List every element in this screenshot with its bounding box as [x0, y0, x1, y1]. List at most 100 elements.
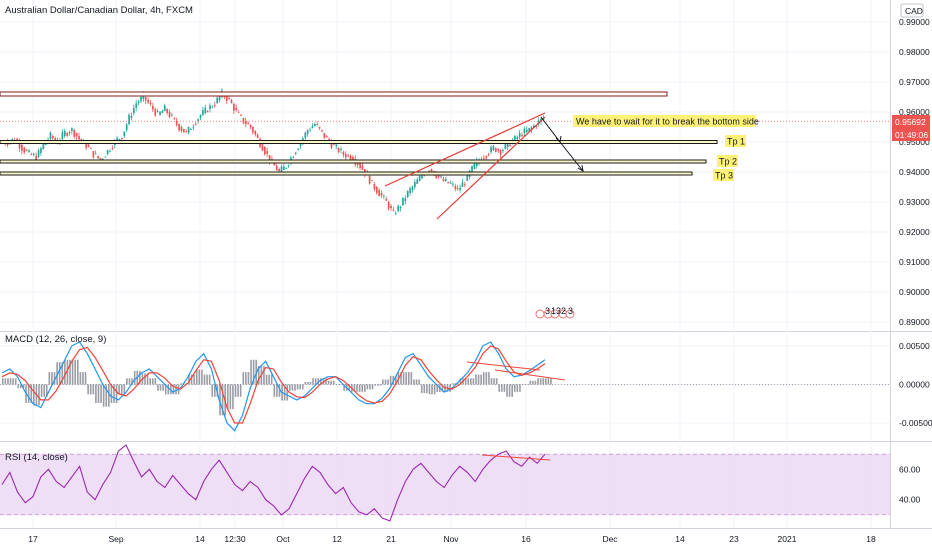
- macd-histogram-bar: [511, 384, 513, 397]
- macd-histogram-bar: [108, 384, 110, 407]
- candle-body: [485, 156, 488, 158]
- tp1-label: Tp 1: [727, 137, 745, 147]
- macd-histogram-bar: [467, 378, 470, 385]
- candle-body: [109, 150, 111, 152]
- candle-body: [218, 96, 221, 100]
- candle-body: [309, 129, 311, 131]
- time-tick-label: 12:30: [224, 534, 246, 544]
- candle-body: [421, 175, 423, 178]
- candle-body: [344, 154, 347, 158]
- candle-body: [383, 195, 385, 197]
- macd-histogram-bar: [226, 384, 229, 410]
- macd-histogram-bar: [71, 359, 74, 385]
- candle-body: [516, 136, 519, 139]
- candle-body: [440, 176, 442, 178]
- wedge-upper-line: [384, 112, 546, 187]
- candle-body: [37, 150, 40, 157]
- time-tick-label: Sep: [108, 534, 123, 544]
- macd-histogram-bar: [154, 378, 157, 385]
- time-tick-label: 18: [866, 534, 876, 544]
- macd-histogram-bar: [495, 378, 498, 385]
- candle-body: [456, 188, 459, 189]
- candle-body: [183, 129, 185, 133]
- macd-histogram-bar: [120, 384, 123, 395]
- currency-badge-bg[interactable]: [900, 3, 924, 18]
- macd-histogram-bar: [529, 380, 532, 385]
- macd-histogram-bar: [508, 384, 511, 397]
- macd-histogram-bar: [144, 373, 146, 385]
- macd-histogram-bar: [506, 384, 508, 397]
- price-axis-labels: 0.99000 0.98000 0.97000 0.96000 0.95000 0.940…: [899, 17, 932, 505]
- macd-histogram-bar: [420, 384, 423, 394]
- candle-body: [525, 129, 528, 132]
- candle-body: [154, 109, 157, 116]
- candle-body: [149, 103, 152, 105]
- countdown-tag: 01:49:06: [895, 130, 928, 140]
- macd-histogram-bar: [263, 365, 265, 385]
- candle-body: [161, 110, 164, 113]
- candle-body: [125, 124, 128, 130]
- candle-body: [483, 158, 485, 159]
- macd-histogram-bar: [43, 384, 45, 397]
- macd-histogram-bar: [470, 378, 472, 385]
- price-tick-label: 0.93000: [899, 197, 930, 207]
- macd-histogram-bar: [190, 374, 193, 385]
- macd-histogram-bar: [413, 379, 415, 385]
- candle-body: [173, 118, 176, 119]
- candle-body: [335, 144, 338, 146]
- candle-body: [390, 206, 392, 209]
- marker-d: 3: [568, 306, 573, 316]
- macd-histogram-bar: [459, 378, 462, 385]
- candle-body: [249, 125, 252, 128]
- macd-histogram-bar: [382, 379, 384, 385]
- candle-body: [137, 101, 140, 103]
- macd-histogram-bar: [457, 383, 459, 385]
- candle-body: [68, 132, 71, 134]
- macd-histogram-bar: [84, 372, 87, 385]
- candle-body: [359, 163, 361, 168]
- macd-histogram-bar: [69, 359, 71, 385]
- macd-histogram-bar: [519, 384, 521, 392]
- candle-body: [233, 104, 235, 111]
- macd-histogram-bar: [79, 372, 82, 385]
- price-tick-label: 0.95000: [899, 137, 930, 147]
- candle-body: [323, 133, 326, 138]
- macd-histogram-bar: [384, 379, 387, 385]
- candle-body: [464, 184, 466, 185]
- candle-body: [506, 141, 509, 147]
- candle-body: [25, 150, 28, 151]
- macd-histogram-bar: [74, 359, 76, 385]
- candle-body: [452, 183, 454, 185]
- macd-histogram-bar: [369, 384, 371, 390]
- candle-body: [187, 126, 190, 133]
- time-tick-label: 16: [521, 534, 531, 544]
- candle-body: [104, 156, 107, 158]
- macd-histogram-bar: [358, 384, 361, 392]
- macd-histogram-bar: [325, 378, 327, 385]
- macd-histogram-bar: [410, 372, 413, 385]
- macd-histogram-bar: [451, 383, 454, 385]
- macd-histogram-bar: [180, 383, 183, 385]
- rsi-divergence-line: [481, 454, 551, 461]
- macd-histogram-bar: [291, 384, 294, 391]
- candle-body: [42, 143, 45, 149]
- macd-histogram-bar: [283, 384, 286, 401]
- candle-body: [304, 132, 307, 138]
- macd-histogram-bar: [265, 374, 268, 385]
- candle-body: [175, 121, 178, 125]
- candle-body: [185, 131, 188, 132]
- macd-histogram-bar: [58, 362, 61, 385]
- macd-histogram-bar: [237, 384, 239, 397]
- macd-histogram-bar: [407, 372, 410, 385]
- macd-histogram: [2, 359, 552, 416]
- candle-body: [316, 124, 319, 125]
- macd-histogram-bar: [348, 384, 351, 391]
- macd-histogram-bar: [64, 359, 66, 385]
- currency-badge[interactable]: CAD: [905, 6, 923, 16]
- macd-histogram-bar: [82, 372, 84, 385]
- candle-body: [216, 97, 219, 103]
- macd-title: MACD (12, 26, close, 9): [5, 334, 106, 345]
- macd-histogram-bar: [17, 384, 20, 389]
- macd-histogram-bar: [534, 380, 537, 385]
- resistance-zone: [0, 91, 668, 97]
